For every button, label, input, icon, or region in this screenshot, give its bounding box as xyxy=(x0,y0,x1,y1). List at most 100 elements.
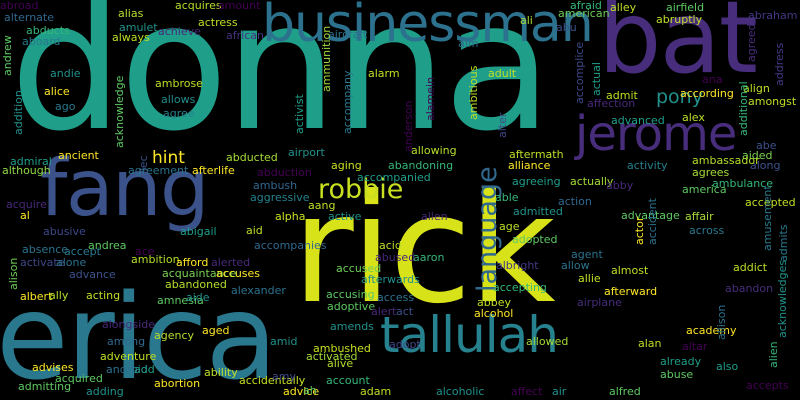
word-almost: almost xyxy=(611,264,649,277)
word-afraid: afraid xyxy=(570,0,602,12)
word-rick: rick xyxy=(292,163,556,337)
word-alerted: alerted xyxy=(211,256,251,269)
word-allows: allows xyxy=(161,93,196,106)
word-erica: erica xyxy=(0,268,278,400)
word-airport: airport xyxy=(288,146,325,159)
word-adding: adding xyxy=(86,385,124,398)
word-alcoholic: alcoholic xyxy=(436,385,485,398)
word-aftermath: aftermath xyxy=(509,148,564,161)
word-aaron: aaron xyxy=(413,251,445,264)
word-allowed: allowed xyxy=(526,335,569,348)
word-adult: adult xyxy=(488,67,517,80)
word-abusive: abusive xyxy=(43,225,86,238)
word-achieve: achieve xyxy=(158,25,201,38)
word-abandoning: abandoning xyxy=(388,159,454,172)
word-alongside: alongside xyxy=(102,318,156,331)
word-amnesia: amnesia xyxy=(157,294,204,307)
word-additional: additional xyxy=(737,81,750,136)
word-affection: affection xyxy=(587,97,636,110)
word-according: according xyxy=(680,87,734,100)
word-active: active xyxy=(328,210,362,223)
word-tallulah: tallulah xyxy=(380,306,559,364)
word-agency: agency xyxy=(154,329,195,342)
word-adoptive: adoptive xyxy=(327,300,376,313)
word-ambushed: ambushed xyxy=(313,342,371,355)
word-android: android xyxy=(106,363,148,376)
word-affair: affair xyxy=(685,210,714,223)
word-abroad: abroad xyxy=(0,0,39,12)
word-ambush: ambush xyxy=(253,179,298,192)
word-alan: alan xyxy=(638,337,662,350)
word-acquire: acquire xyxy=(6,198,47,211)
word-advice: advice xyxy=(283,385,320,398)
word-america: america xyxy=(682,183,727,196)
word-alliance: alliance xyxy=(508,159,551,172)
word-absence: absence xyxy=(22,243,69,256)
word-jerome: jerome xyxy=(575,106,737,162)
word-act: act xyxy=(396,305,414,318)
word-admits: admits xyxy=(777,224,790,262)
word-ambassador: ambassador xyxy=(692,154,760,167)
word-allen: allen xyxy=(421,210,448,223)
word-agreeing: agreeing xyxy=(512,175,561,188)
word-access: access xyxy=(377,291,415,304)
word-address: address xyxy=(773,42,786,86)
word-abducts: abducts xyxy=(26,24,70,37)
word-admitted: admitted xyxy=(513,205,563,218)
word-allison: allison xyxy=(715,304,728,340)
word-agreement: agreement xyxy=(128,164,189,177)
word-aircraft: aircraft xyxy=(328,28,368,41)
word-accept: accept xyxy=(64,245,101,258)
word-accepted: accepted xyxy=(745,196,796,209)
word-abandon: abandon xyxy=(725,282,774,295)
word-alexander: alexander xyxy=(231,284,286,297)
word-aang: aang xyxy=(308,199,336,212)
word-advanced: advanced xyxy=(611,114,665,127)
word-alice: alice xyxy=(44,85,70,98)
word-accompanied: accompanied xyxy=(357,171,431,184)
word-accused: accused xyxy=(336,262,382,275)
word-african: african xyxy=(226,29,264,42)
word-abigail: abigail xyxy=(180,225,217,238)
word-airplane: airplane xyxy=(577,296,622,309)
word-abraham: abraham xyxy=(748,9,798,22)
word-acquires: acquires xyxy=(175,0,222,12)
word-alley: alley xyxy=(610,1,637,14)
word-alcohol: alcohol xyxy=(474,307,514,320)
word-abducted: abducted xyxy=(226,151,278,164)
word-agent: agent xyxy=(571,248,603,261)
word-abortion: abortion xyxy=(154,377,201,390)
word-ammunition: ammunition xyxy=(320,25,333,92)
word-account: account xyxy=(326,374,370,387)
word-amount: amount xyxy=(218,0,261,12)
word-advises: advises xyxy=(32,361,74,374)
word-al: al xyxy=(20,209,30,222)
word-alien: alien xyxy=(767,341,780,368)
word-alex: alex xyxy=(682,111,705,124)
word-abu: abu xyxy=(556,21,577,34)
word-already: already xyxy=(660,355,702,368)
word-accepts: accepts xyxy=(746,379,789,392)
word-ally: ally xyxy=(49,289,69,302)
word-adopt: adopt xyxy=(389,338,421,351)
word-abuse: abuse xyxy=(660,368,694,381)
word-among: among xyxy=(107,335,146,348)
word-alone: alone xyxy=(56,256,87,269)
word-accompanies: accompanies xyxy=(254,239,327,252)
word-ali: ali xyxy=(520,14,533,27)
word-acknowledge: acknowledge xyxy=(113,75,126,148)
word-donna: donna xyxy=(10,0,552,170)
word-abruptly: abruptly xyxy=(656,13,703,26)
word-air: air xyxy=(552,385,567,398)
word-ancient: ancient xyxy=(58,149,99,162)
word-amid: amid xyxy=(270,335,298,348)
word-activate: activate xyxy=(20,256,65,269)
word-alamein: alamein xyxy=(424,76,437,121)
word-accepting: accepting xyxy=(493,281,547,294)
word-acting: acting xyxy=(86,289,121,302)
word-airfield: airfield xyxy=(666,1,705,14)
word-abduction: abduction xyxy=(257,166,312,179)
word-although: although xyxy=(2,164,51,177)
word-always: always xyxy=(112,31,150,44)
